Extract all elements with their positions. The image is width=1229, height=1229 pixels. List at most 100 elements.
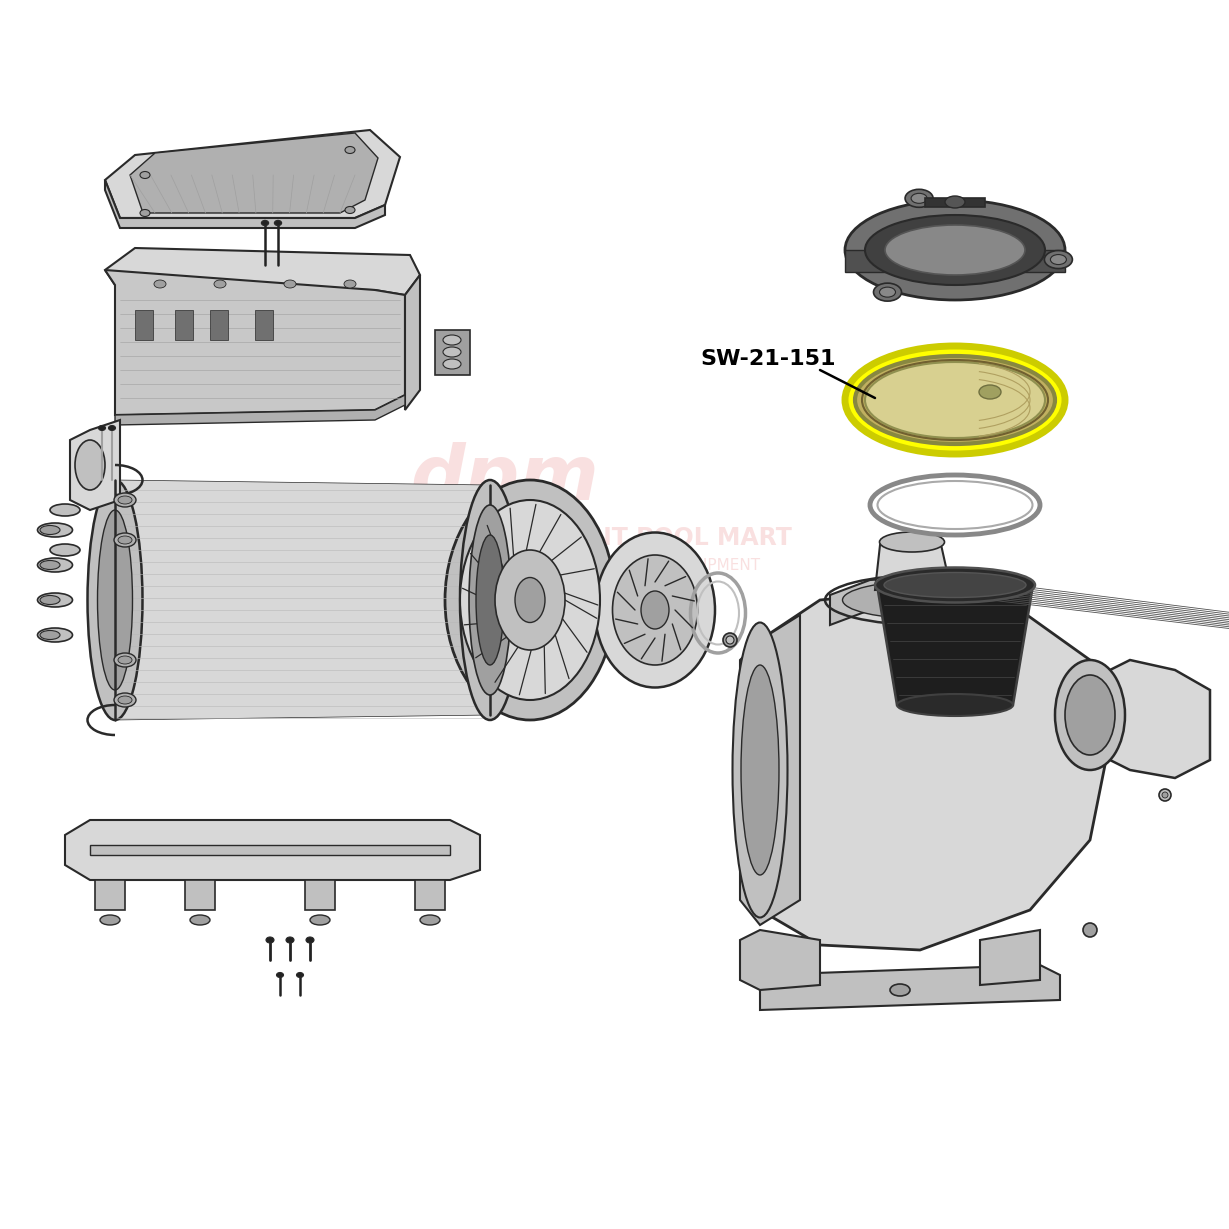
Ellipse shape bbox=[50, 544, 80, 556]
Bar bbox=[186, 880, 215, 909]
Ellipse shape bbox=[140, 172, 150, 178]
Ellipse shape bbox=[741, 665, 779, 875]
Polygon shape bbox=[980, 930, 1040, 984]
Polygon shape bbox=[878, 585, 1034, 705]
Text: SW-21-151: SW-21-151 bbox=[701, 349, 836, 369]
Ellipse shape bbox=[98, 425, 106, 430]
Ellipse shape bbox=[41, 526, 60, 535]
Ellipse shape bbox=[460, 481, 520, 720]
Polygon shape bbox=[760, 965, 1059, 1010]
Ellipse shape bbox=[885, 225, 1025, 275]
Polygon shape bbox=[875, 540, 950, 590]
Ellipse shape bbox=[846, 200, 1066, 300]
Ellipse shape bbox=[262, 220, 268, 225]
Ellipse shape bbox=[75, 440, 104, 490]
Ellipse shape bbox=[87, 481, 143, 720]
Ellipse shape bbox=[345, 206, 355, 214]
Ellipse shape bbox=[476, 535, 504, 665]
Ellipse shape bbox=[284, 280, 296, 288]
Polygon shape bbox=[104, 270, 406, 415]
Polygon shape bbox=[116, 395, 406, 425]
Ellipse shape bbox=[344, 280, 356, 288]
Text: DISCOUNT POOL MART: DISCOUNT POOL MART bbox=[490, 526, 791, 551]
Ellipse shape bbox=[1066, 675, 1115, 755]
Ellipse shape bbox=[865, 363, 1045, 438]
Ellipse shape bbox=[884, 573, 1026, 597]
Ellipse shape bbox=[723, 633, 737, 646]
Ellipse shape bbox=[874, 283, 902, 301]
Ellipse shape bbox=[38, 594, 73, 607]
Ellipse shape bbox=[980, 385, 1000, 399]
Ellipse shape bbox=[114, 653, 136, 667]
Ellipse shape bbox=[843, 581, 1008, 619]
Text: dpm: dpm bbox=[410, 442, 599, 516]
Ellipse shape bbox=[114, 693, 136, 707]
Polygon shape bbox=[1090, 660, 1211, 778]
Ellipse shape bbox=[855, 356, 1054, 444]
Ellipse shape bbox=[442, 347, 461, 356]
Polygon shape bbox=[65, 820, 481, 880]
Polygon shape bbox=[104, 179, 385, 229]
Ellipse shape bbox=[846, 347, 1066, 454]
Polygon shape bbox=[925, 198, 984, 206]
Ellipse shape bbox=[897, 694, 1013, 717]
Ellipse shape bbox=[118, 497, 132, 504]
Ellipse shape bbox=[495, 551, 565, 650]
Ellipse shape bbox=[310, 916, 331, 925]
Ellipse shape bbox=[114, 493, 136, 508]
Polygon shape bbox=[435, 331, 469, 375]
Ellipse shape bbox=[41, 560, 60, 569]
Ellipse shape bbox=[118, 656, 132, 664]
Ellipse shape bbox=[265, 936, 274, 943]
Ellipse shape bbox=[190, 916, 210, 925]
Ellipse shape bbox=[118, 696, 132, 704]
Ellipse shape bbox=[214, 280, 226, 288]
Ellipse shape bbox=[445, 481, 614, 720]
Polygon shape bbox=[130, 133, 379, 213]
Polygon shape bbox=[90, 846, 450, 855]
Bar bbox=[415, 880, 445, 909]
Ellipse shape bbox=[154, 280, 166, 288]
Bar bbox=[305, 880, 336, 909]
Bar bbox=[210, 310, 229, 340]
Ellipse shape bbox=[1054, 660, 1125, 771]
Ellipse shape bbox=[306, 936, 313, 943]
Polygon shape bbox=[830, 575, 1020, 626]
Polygon shape bbox=[116, 481, 490, 720]
Polygon shape bbox=[406, 275, 420, 410]
Ellipse shape bbox=[442, 336, 461, 345]
Ellipse shape bbox=[41, 630, 60, 639]
Ellipse shape bbox=[890, 984, 909, 995]
Ellipse shape bbox=[118, 536, 132, 544]
Polygon shape bbox=[740, 614, 800, 925]
Polygon shape bbox=[104, 248, 420, 295]
Ellipse shape bbox=[911, 193, 927, 203]
Bar bbox=[254, 310, 273, 340]
Ellipse shape bbox=[875, 568, 1035, 602]
Ellipse shape bbox=[296, 972, 304, 977]
Ellipse shape bbox=[38, 524, 73, 537]
Ellipse shape bbox=[114, 533, 136, 547]
Ellipse shape bbox=[1083, 923, 1097, 936]
Polygon shape bbox=[740, 930, 820, 991]
Ellipse shape bbox=[460, 500, 600, 701]
Polygon shape bbox=[740, 590, 1110, 950]
Ellipse shape bbox=[1161, 791, 1168, 798]
Ellipse shape bbox=[420, 916, 440, 925]
Ellipse shape bbox=[38, 628, 73, 642]
Ellipse shape bbox=[286, 936, 294, 943]
Ellipse shape bbox=[726, 635, 734, 644]
Ellipse shape bbox=[945, 195, 965, 208]
Ellipse shape bbox=[880, 532, 945, 552]
Ellipse shape bbox=[1051, 254, 1067, 264]
Ellipse shape bbox=[41, 596, 60, 605]
Ellipse shape bbox=[442, 359, 461, 369]
Polygon shape bbox=[104, 130, 399, 218]
Ellipse shape bbox=[50, 504, 80, 516]
Ellipse shape bbox=[865, 215, 1045, 285]
Polygon shape bbox=[846, 249, 1066, 272]
Ellipse shape bbox=[642, 591, 669, 629]
Bar bbox=[95, 880, 125, 909]
Ellipse shape bbox=[880, 288, 896, 297]
Bar bbox=[175, 310, 193, 340]
